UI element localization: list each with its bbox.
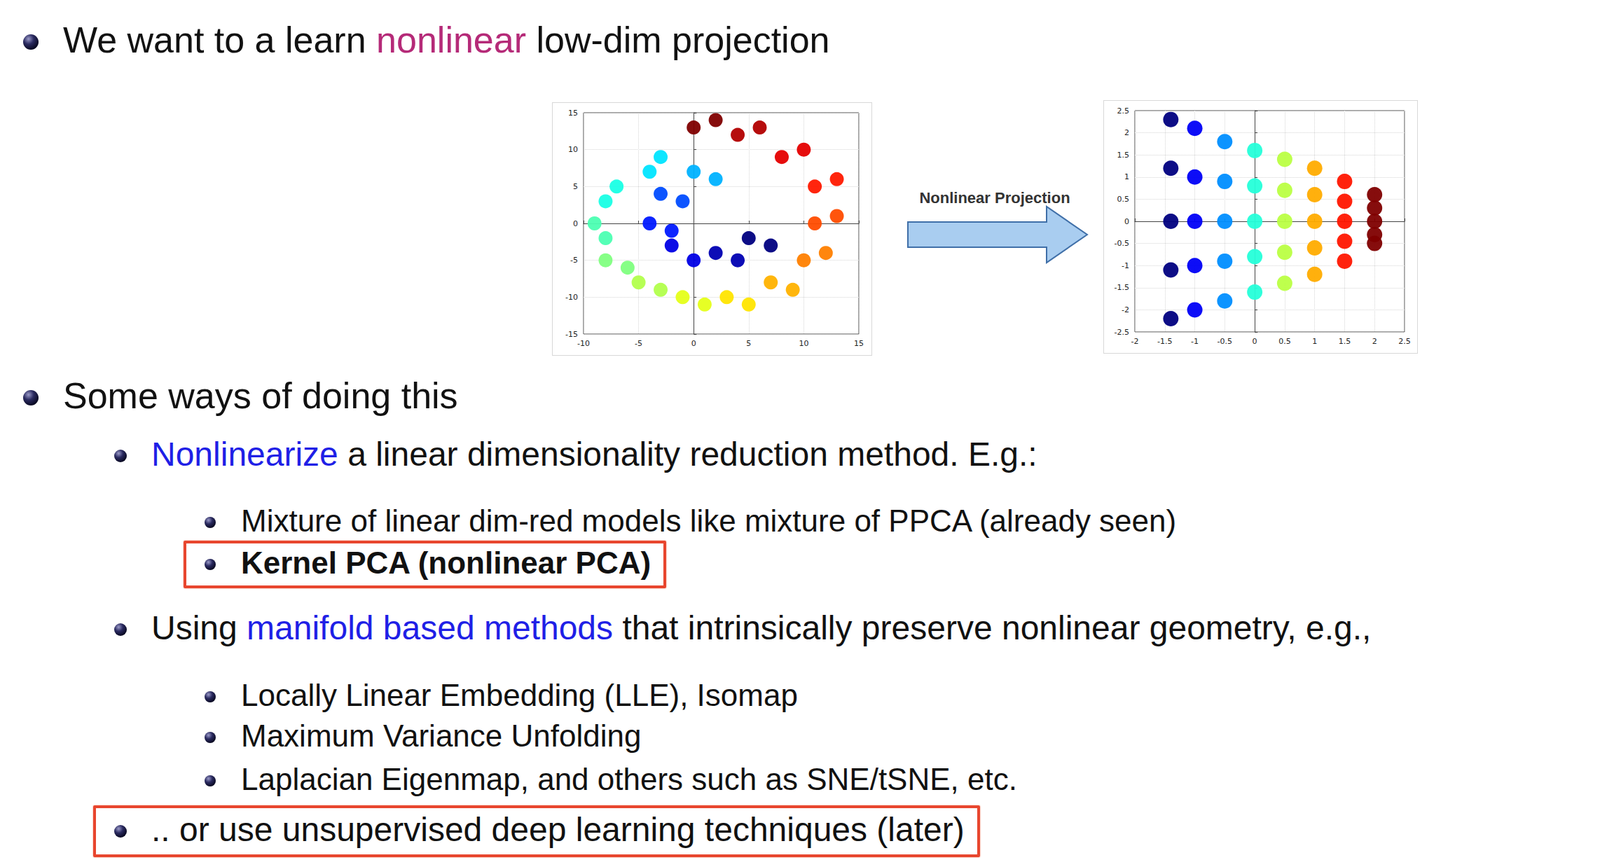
svg-text:-1: -1 — [1121, 261, 1130, 271]
svg-text:-1.5: -1.5 — [1114, 283, 1130, 293]
svg-text:-10: -10 — [577, 339, 590, 349]
svg-text:2.5: 2.5 — [1398, 336, 1411, 347]
svg-text:-5: -5 — [570, 255, 578, 265]
svg-text:1: 1 — [1312, 336, 1317, 347]
svg-text:10: 10 — [798, 339, 809, 349]
html-text:Mixture of linear dim-red mode: Mixture of linear dim-red models like mi… — [240, 503, 1177, 538]
svg-text:-2.5: -2.5 — [1114, 327, 1130, 337]
svg-text:-0.5: -0.5 — [1114, 238, 1130, 248]
html-text:We want to a learn nonlinear l: We want to a learn nonlinear low-dim pro… — [63, 19, 830, 61]
svg-text:5: 5 — [573, 182, 578, 192]
html-text:Nonlinearize a linear dimensio: Nonlinearize a linear dimensionality red… — [151, 435, 1038, 473]
svg-text:-2: -2 — [1121, 305, 1130, 315]
svg-text:0: 0 — [573, 219, 578, 229]
svg-text:1: 1 — [1124, 172, 1130, 182]
svg-text:1.5: 1.5 — [1117, 150, 1130, 160]
svg-text:-5: -5 — [634, 339, 643, 349]
svg-text:2.5: 2.5 — [1117, 106, 1130, 116]
svg-text:10: 10 — [568, 145, 578, 155]
html-text:Using manifold based methods t: Using manifold based methods that intrin… — [151, 609, 1372, 647]
html-text:Locally Linear Embedding (LLE): Locally Linear Embedding (LLE), Isomap — [240, 677, 798, 713]
svg-text:-1: -1 — [1190, 336, 1199, 347]
svg-text:0: 0 — [691, 339, 697, 349]
svg-text:-0.5: -0.5 — [1217, 336, 1233, 347]
svg-text:Nonlinear Projection: Nonlinear Projection — [919, 189, 1070, 207]
svg-text:0: 0 — [1252, 336, 1258, 347]
svg-text:15: 15 — [568, 108, 578, 118]
html-text:.. or use unsupervised deep le: .. or use unsupervised deep learning tec… — [151, 810, 965, 849]
svg-text:0.5: 0.5 — [1117, 194, 1130, 204]
html-text:Maximum Variance Unfolding: Maximum Variance Unfolding — [240, 718, 642, 753]
svg-text:-10: -10 — [565, 292, 578, 302]
svg-text:15: 15 — [853, 339, 864, 349]
html-text:Kernel PCA (nonlinear PCA): Kernel PCA (nonlinear PCA) — [240, 545, 651, 580]
svg-text:2: 2 — [1372, 336, 1378, 347]
svg-text:2: 2 — [1124, 128, 1130, 138]
svg-text:-2: -2 — [1131, 336, 1140, 347]
html-text:Laplacian Eigenmap, and others: Laplacian Eigenmap, and others such as S… — [240, 762, 1018, 797]
svg-text:1.5: 1.5 — [1338, 336, 1352, 347]
svg-text:0.5: 0.5 — [1278, 336, 1292, 347]
svg-text:0: 0 — [1124, 217, 1130, 227]
html-text:Some ways of doing this: Some ways of doing this — [63, 375, 458, 417]
svg-text:5: 5 — [746, 339, 751, 349]
svg-text:-15: -15 — [565, 329, 578, 340]
svg-text:-1.5: -1.5 — [1157, 336, 1172, 347]
